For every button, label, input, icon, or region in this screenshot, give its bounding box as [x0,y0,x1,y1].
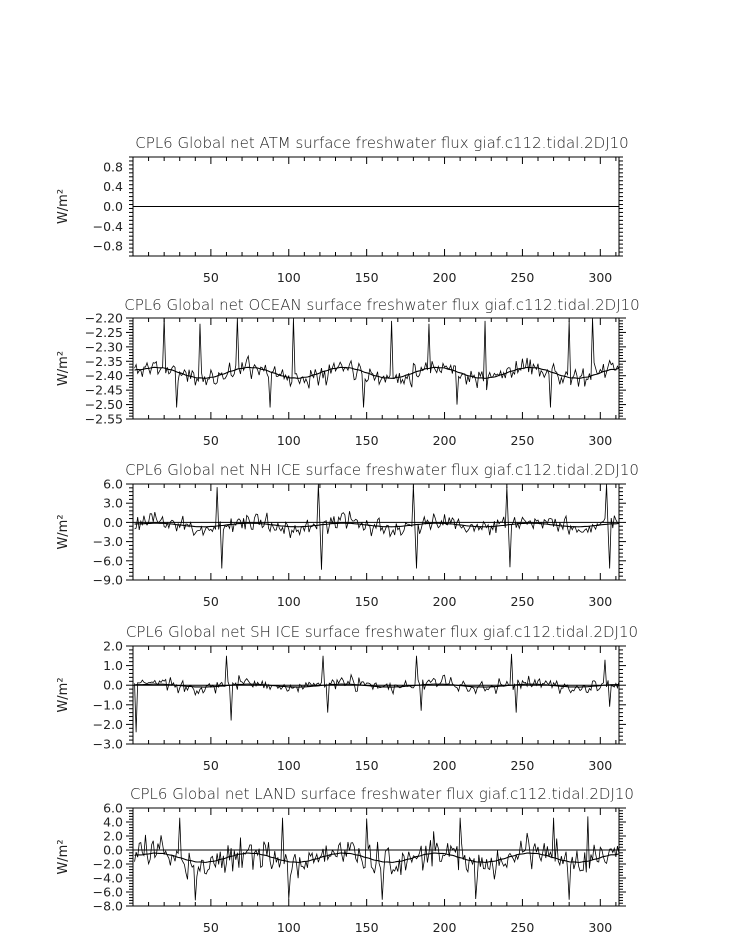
series-running-mean [134,852,620,863]
x-tick-label: 50 [203,758,219,773]
chart-title: CPL6 Global net NH ICE surface freshwate… [125,461,639,479]
y-tick-label: −2.40 [85,368,123,383]
series-monthly [134,653,620,733]
x-tick-label: 50 [203,433,219,448]
y-tick-label: 6.0 [103,801,123,816]
x-tick-label: 300 [588,920,612,935]
x-tick-label: 250 [510,920,534,935]
y-tick-label: −3.0 [93,737,123,752]
x-tick-label: 300 [588,270,612,285]
y-axis-label: W/m² [56,677,71,712]
x-tick-label: 250 [510,758,534,773]
x-tick-label: 100 [277,270,301,285]
x-tick-label: 100 [277,758,301,773]
y-tick-label: −2.35 [85,354,123,369]
x-tick-label: 200 [433,270,457,285]
chart-panel-5: CPL6 Global net LAND surface freshwater … [56,785,634,935]
y-axis-label: W/m² [56,514,71,549]
y-tick-label: 2.0 [103,829,123,844]
y-tick-label: −2.30 [85,339,123,354]
x-tick-label: 300 [588,433,612,448]
y-tick-label: −9.0 [93,573,123,588]
x-tick-label: 50 [203,594,219,609]
series-running-mean [134,522,620,528]
x-tick-label: 100 [277,433,301,448]
plot-frame [132,645,620,745]
x-tick-label: 50 [203,270,219,285]
plot-frame [132,483,620,581]
x-tick-label: 300 [588,758,612,773]
x-tick-label: 150 [355,433,379,448]
y-tick-label: −2.45 [85,383,123,398]
series-monthly [134,317,620,408]
y-tick-label: 0.0 [103,515,123,530]
chart-panel-4: CPL6 Global net SH ICE surface freshwate… [56,623,638,773]
x-tick-label: 150 [355,920,379,935]
chart-title: CPL6 Global net SH ICE surface freshwate… [126,623,638,641]
series-monthly [134,816,620,901]
y-axis-label: W/m² [56,189,71,224]
chart-panel-2: CPL6 Global net OCEAN surface freshwater… [56,296,640,448]
y-tick-label: 4.0 [103,815,123,830]
x-tick-label: 250 [510,433,534,448]
chart-title: CPL6 Global net ATM surface freshwater f… [135,134,628,152]
x-tick-label: 200 [433,433,457,448]
y-tick-label: −0.8 [93,239,123,254]
x-tick-label: 250 [510,270,534,285]
y-tick-label: −8.0 [93,899,123,914]
y-tick-label: 0.8 [103,159,123,174]
y-tick-label: 1.0 [103,658,123,673]
y-tick-label: −0.4 [93,219,123,234]
x-tick-label: 150 [355,270,379,285]
y-tick-label: −2.0 [93,857,123,872]
x-tick-label: 250 [510,594,534,609]
y-tick-label: −6.0 [93,885,123,900]
y-tick-label: −4.0 [93,871,123,886]
y-tick-label: 6.0 [103,477,123,492]
x-tick-label: 100 [277,920,301,935]
x-tick-label: 100 [277,594,301,609]
y-tick-label: −2.25 [85,325,123,340]
series-monthly [134,483,620,570]
y-tick-label: −2.20 [85,311,123,326]
y-tick-label: 0.0 [103,678,123,693]
y-tick-label: 0.0 [103,843,123,858]
y-tick-label: 3.0 [103,496,123,511]
y-axis-label: W/m² [56,839,71,874]
chart-panel-3: CPL6 Global net NH ICE surface freshwate… [56,461,639,609]
y-tick-label: 2.0 [103,639,123,654]
x-tick-label: 50 [203,920,219,935]
x-tick-label: 200 [433,920,457,935]
x-tick-label: 150 [355,594,379,609]
plot-frame [132,317,620,420]
x-tick-label: 200 [433,758,457,773]
y-axis-label: W/m² [56,351,71,386]
series-running-mean [134,683,620,688]
chart-title: CPL6 Global net OCEAN surface freshwater… [124,296,639,314]
series-running-mean [134,366,620,379]
chart-panel-1: CPL6 Global net ATM surface freshwater f… [56,134,629,285]
y-tick-label: −2.55 [85,412,123,427]
plot-frame [132,807,620,907]
y-tick-label: −2.0 [93,717,123,732]
x-tick-label: 150 [355,758,379,773]
y-tick-label: 0.0 [103,199,123,214]
x-tick-label: 300 [588,594,612,609]
x-tick-label: 200 [433,594,457,609]
y-tick-label: 0.4 [103,179,123,194]
y-tick-label: −3.0 [93,534,123,549]
y-tick-label: −6.0 [93,553,123,568]
chart-title: CPL6 Global net LAND surface freshwater … [130,785,634,803]
y-tick-label: −2.50 [85,397,123,412]
y-tick-label: −1.0 [93,697,123,712]
